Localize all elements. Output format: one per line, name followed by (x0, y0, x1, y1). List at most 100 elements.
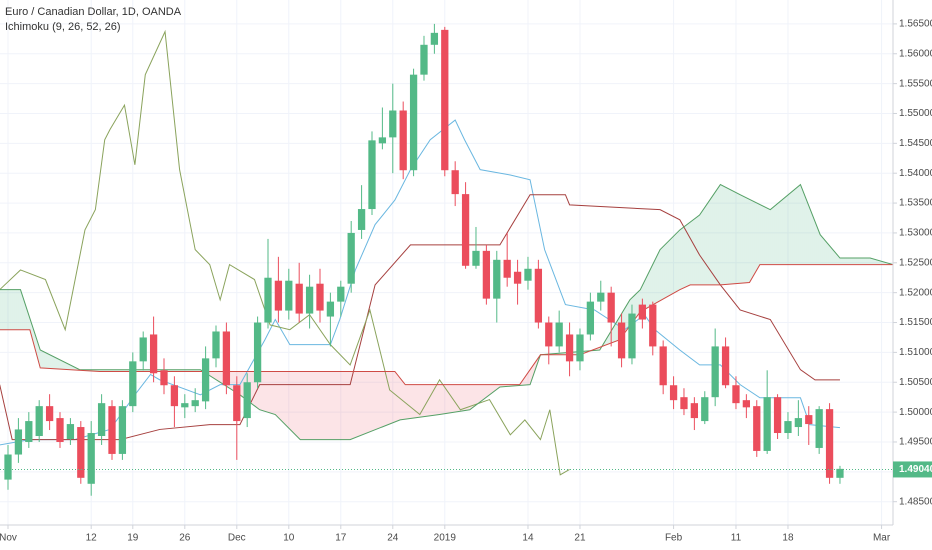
candle-body (690, 403, 699, 419)
cloud-fill (797, 185, 800, 265)
candle-body (597, 292, 605, 302)
candle-body (285, 280, 293, 311)
cloud-fill (321, 371, 324, 440)
candle-body (649, 304, 657, 347)
cloud-fill (435, 384, 438, 416)
candle-body (66, 424, 75, 439)
cloud-fill (427, 384, 430, 417)
y-tick-label: 1.56000 (899, 48, 932, 59)
candle-body (243, 382, 251, 419)
cloud-fill (873, 259, 876, 265)
cloud-fill (611, 326, 614, 343)
cloud-fill (17, 289, 20, 330)
cloud-fill (779, 200, 782, 265)
cloud-fill (833, 250, 836, 265)
cloud-fill (869, 258, 872, 265)
cloud-fill (807, 202, 810, 265)
cloud-fill (469, 384, 472, 410)
cloud-fill (327, 371, 330, 440)
cloud-fill (445, 384, 448, 414)
candle-body (253, 322, 262, 383)
x-tick-label: Nov (0, 533, 17, 544)
cloud-fill (447, 384, 450, 414)
cloud-fill (823, 238, 826, 265)
cloud-fill (299, 371, 302, 440)
cloud-fill (737, 193, 740, 284)
candle-body (191, 400, 199, 407)
candle-body (617, 322, 626, 359)
last-price-label: 1.49040 (899, 464, 932, 475)
cloud-fill (385, 371, 388, 426)
cloud-fill (825, 241, 828, 265)
cloud-fill (41, 350, 44, 369)
y-tick-label: 1.50000 (899, 407, 932, 418)
cloud-fill (337, 371, 340, 440)
cloud-fill (817, 228, 820, 265)
cloud-fill (45, 352, 48, 369)
cloud-fill (743, 196, 746, 283)
cloud-fill (605, 336, 608, 346)
cloud-fill (799, 185, 802, 265)
cloud-fill (311, 371, 314, 440)
cloud-fill (303, 371, 306, 440)
x-tick-label: 21 (574, 533, 586, 544)
candle-body (815, 409, 823, 448)
cloud-fill (27, 311, 30, 330)
cloud-fill (855, 258, 858, 265)
cloud-fill (437, 384, 440, 415)
cloud-fill (309, 371, 312, 440)
cloud-fill (449, 384, 452, 413)
candle-body (118, 406, 127, 454)
cloud-fill (711, 194, 714, 285)
x-tick-label: Dec (228, 533, 246, 544)
y-tick-label: 1.53000 (899, 228, 932, 239)
candle-body (295, 283, 303, 314)
cloud-fill (211, 371, 214, 379)
cloud-fill (367, 371, 370, 433)
cloud-fill (55, 357, 58, 369)
cloud-fill (325, 371, 328, 440)
x-tick-label: Feb (665, 533, 683, 544)
ichimoku-line (0, 194, 840, 441)
cloud-fill (383, 371, 386, 427)
cloud-fill (647, 270, 650, 308)
cloud-fill (699, 211, 702, 285)
cloud-fill (839, 257, 842, 265)
cloud-fill (261, 371, 264, 411)
x-tick-label: 10 (283, 533, 295, 544)
candle-body (711, 346, 719, 398)
cloud-fill (351, 371, 354, 439)
cloud-fill (365, 371, 368, 434)
y-tick-label: 1.55000 (899, 108, 932, 119)
cloud-fill (843, 258, 846, 265)
cloud-fill (769, 208, 772, 265)
cloud-fill (745, 197, 748, 283)
cloud-fill (319, 371, 322, 440)
candle-body (680, 397, 688, 410)
candle-body (201, 358, 210, 402)
cloud-fill (377, 371, 380, 429)
cloud-fill (649, 266, 652, 307)
cloud-fill (693, 217, 696, 285)
cloud-fill (791, 190, 794, 265)
chart-title: Euro / Canadian Dollar, 1D, OANDA (5, 6, 182, 18)
cloud-fill (731, 190, 734, 284)
cloud-fill (735, 192, 738, 284)
candle-body (441, 29, 449, 171)
x-tick-label: 17 (335, 533, 347, 544)
cloud-fill (61, 360, 64, 370)
cloud-fill (657, 250, 660, 303)
cloud-fill (659, 248, 662, 301)
cloud-fill (483, 384, 486, 400)
cloud-fill (411, 384, 414, 419)
cloud-fill (681, 227, 684, 289)
cloud-fill (467, 384, 470, 411)
cloud-fill (413, 384, 416, 419)
cloud-fill (697, 214, 700, 285)
cloud-fill (687, 222, 690, 287)
cloud-fill (875, 259, 878, 265)
y-tick-label: 1.52000 (899, 287, 932, 298)
candle-body (347, 232, 355, 284)
candle-body (753, 406, 761, 451)
